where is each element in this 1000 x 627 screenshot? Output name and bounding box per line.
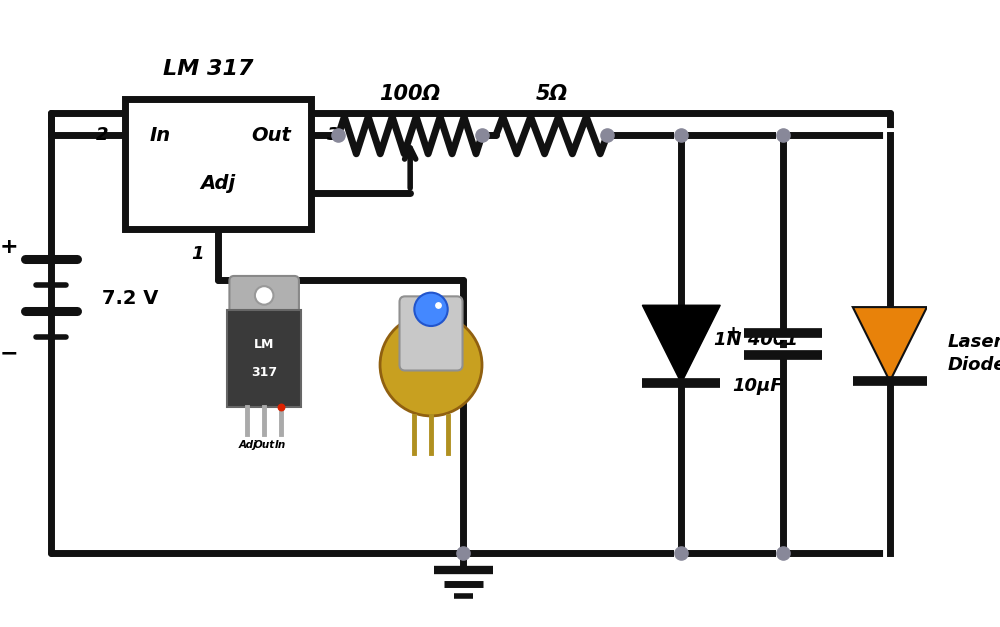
Point bbox=[455, 548, 471, 558]
Bar bbox=[125, 99, 311, 229]
Text: 3: 3 bbox=[327, 126, 340, 144]
Point bbox=[430, 300, 446, 310]
Point bbox=[330, 130, 346, 140]
Polygon shape bbox=[853, 307, 927, 381]
Point bbox=[673, 548, 689, 558]
Text: Laser
Diode: Laser Diode bbox=[947, 333, 1000, 374]
Point bbox=[599, 130, 615, 140]
Circle shape bbox=[414, 293, 448, 326]
Text: 317: 317 bbox=[251, 366, 277, 379]
Text: LM 317: LM 317 bbox=[163, 58, 254, 78]
Circle shape bbox=[255, 286, 273, 305]
Text: +: + bbox=[725, 324, 740, 342]
FancyBboxPatch shape bbox=[227, 310, 301, 407]
FancyBboxPatch shape bbox=[229, 276, 299, 315]
Text: 100Ω: 100Ω bbox=[380, 83, 441, 103]
Point bbox=[673, 130, 689, 140]
Point bbox=[775, 130, 791, 140]
Text: LM: LM bbox=[254, 338, 274, 351]
Text: 2: 2 bbox=[96, 126, 108, 144]
Text: 1: 1 bbox=[191, 245, 204, 263]
Text: 1N 4001: 1N 4001 bbox=[714, 330, 798, 349]
Text: −: − bbox=[0, 344, 19, 364]
Point bbox=[273, 402, 289, 412]
Text: 5Ω: 5Ω bbox=[535, 83, 568, 103]
Text: +: + bbox=[0, 237, 19, 257]
Point bbox=[775, 548, 791, 558]
Text: Out: Out bbox=[252, 126, 292, 145]
Polygon shape bbox=[642, 305, 720, 383]
Text: In: In bbox=[150, 126, 171, 145]
Text: Adj: Adj bbox=[200, 174, 235, 192]
Point bbox=[474, 130, 490, 140]
Text: 10μF: 10μF bbox=[732, 377, 783, 395]
Text: Out: Out bbox=[254, 440, 275, 450]
FancyBboxPatch shape bbox=[400, 297, 463, 371]
Text: 7.2 V: 7.2 V bbox=[102, 288, 158, 308]
Text: Adj: Adj bbox=[238, 440, 257, 450]
Circle shape bbox=[380, 314, 482, 416]
Text: In: In bbox=[275, 440, 286, 450]
